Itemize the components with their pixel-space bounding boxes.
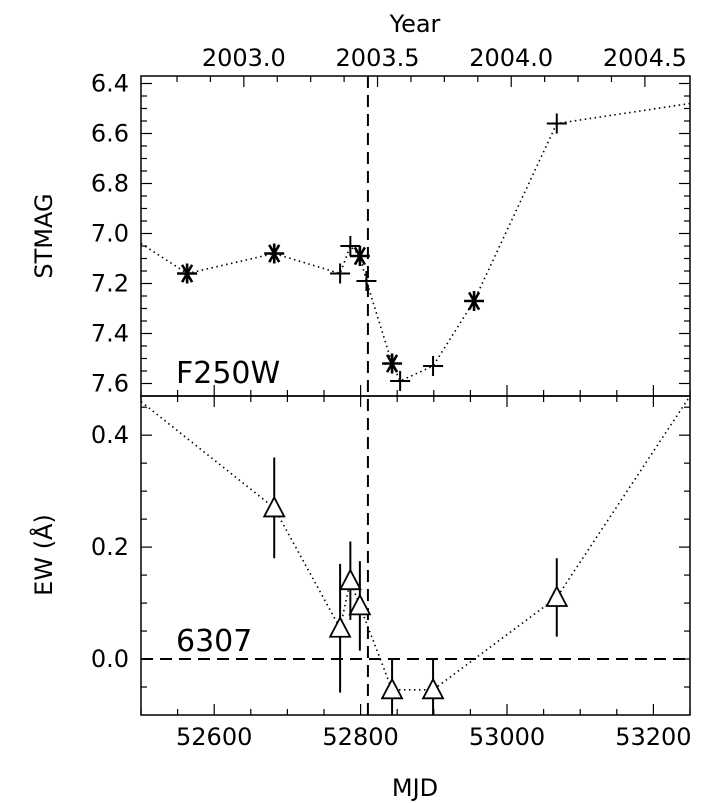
x-tick-label: 53000 xyxy=(469,723,545,751)
year-tick-label: 2004.5 xyxy=(603,44,687,72)
triangle-point xyxy=(421,677,445,700)
asterisk-point xyxy=(349,246,370,266)
bottom-y-tick-label: 0.4 xyxy=(91,421,129,449)
asterisk-point xyxy=(464,291,485,311)
x-tick-label: 52600 xyxy=(176,723,252,751)
triangle-point xyxy=(545,585,569,607)
triangle-point xyxy=(348,593,372,616)
plus-point xyxy=(340,236,361,256)
bottom-y-tick-label: 0.2 xyxy=(91,533,129,561)
triangle-point xyxy=(338,568,362,591)
top-y-tick-label: 7.0 xyxy=(91,220,129,248)
x-tick-label: 53200 xyxy=(615,723,691,751)
top-y-axis-title: STMAG xyxy=(30,193,58,278)
plus-point xyxy=(423,356,444,376)
top-y-tick-label: 7.6 xyxy=(91,370,129,398)
x-tick-label: 52800 xyxy=(322,723,398,751)
plus-point xyxy=(356,271,377,291)
year-tick-label: 2004.0 xyxy=(469,44,553,72)
top-y-tick-label: 6.8 xyxy=(91,170,129,198)
bottom-y-tick-label: 0.0 xyxy=(91,645,129,673)
bottom-panel-label: 6307 xyxy=(176,624,252,659)
triangle-point xyxy=(262,495,286,518)
asterisk-point xyxy=(382,353,403,374)
top-connector-line xyxy=(141,102,690,383)
asterisk-point xyxy=(177,263,198,284)
top-y-tick-label: 6.6 xyxy=(91,120,129,148)
top-panel-frame xyxy=(140,75,691,397)
bottom-panel-frame xyxy=(140,395,691,716)
top-y-tick-label: 7.2 xyxy=(91,270,129,298)
top-y-tick-label: 7.4 xyxy=(91,320,129,348)
plus-point xyxy=(330,263,351,284)
x-axis-title: MJD xyxy=(392,774,438,802)
triangle-point xyxy=(380,677,404,700)
bottom-y-axis-title: EW (Å) xyxy=(29,514,58,596)
plus-point xyxy=(390,371,411,391)
year-tick-label: 2003.5 xyxy=(336,44,420,72)
top-axis-title: Year xyxy=(389,10,441,38)
top-panel-label: F250W xyxy=(176,356,280,391)
bottom-connector-line xyxy=(141,396,690,691)
plus-point xyxy=(546,113,567,134)
triangle-point xyxy=(328,615,352,638)
year-tick-label: 2003.0 xyxy=(202,44,286,72)
asterisk-point xyxy=(264,243,285,264)
top-y-tick-label: 6.4 xyxy=(91,70,129,98)
